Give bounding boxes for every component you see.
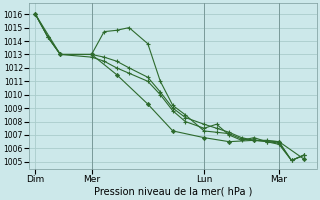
X-axis label: Pression niveau de la mer( hPa ): Pression niveau de la mer( hPa ) [94,187,252,197]
